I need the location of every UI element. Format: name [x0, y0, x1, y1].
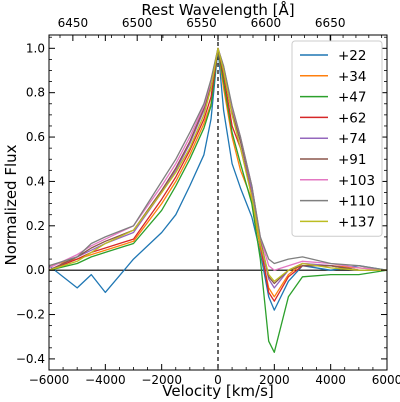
series-line [49, 47, 387, 282]
series-line [49, 47, 387, 353]
y-tick-label: −0.2 [16, 308, 45, 322]
x-tick-label: −2000 [141, 373, 182, 387]
x-tick-label: 2000 [259, 373, 290, 387]
series-group [49, 47, 387, 353]
series-line [49, 47, 387, 311]
y-axis-title: Normalized Flux [2, 144, 20, 265]
x-tick-label: 0 [214, 373, 222, 387]
plot-area: −6000 −4000 −2000 0 2000 4000 6000 −0.4 −0.2 0.0 0… [16, 16, 400, 387]
legend-label: +62 [338, 110, 367, 126]
top-tick-label: 6450 [58, 16, 89, 30]
y-tick-label: 0.2 [26, 219, 45, 233]
x-tick-label: 6000 [372, 373, 400, 387]
legend-label: +103 [338, 173, 375, 189]
top-tick-label: 6500 [122, 16, 153, 30]
series-line [49, 47, 387, 271]
top-tick-label: 6600 [251, 16, 282, 30]
legend-label: +91 [338, 152, 367, 168]
x-tick-label: −6000 [29, 373, 70, 387]
legend-label: +137 [338, 214, 375, 230]
x-tick-label: 4000 [315, 373, 346, 387]
top-tick-label: 6650 [315, 16, 346, 30]
y-tick-label: 1.0 [26, 41, 45, 55]
legend-label: +34 [338, 69, 367, 85]
legend-label: +110 [338, 194, 375, 210]
series-line [49, 47, 387, 298]
y-tick-label: −0.4 [16, 352, 45, 366]
y-tick-label: 0.8 [26, 86, 45, 100]
legend-box [291, 40, 383, 237]
series-line [49, 47, 387, 302]
y-tick-label: 0.4 [26, 174, 45, 188]
x-tick-label: −4000 [85, 373, 126, 387]
y-tick-label: 0.6 [26, 130, 45, 144]
y-tick-label: 0.0 [26, 263, 45, 277]
x-axis-title: Velocity [km/s] [162, 382, 273, 400]
top-axis-title: Rest Wavelength [Å] [141, 0, 294, 19]
legend-label: +74 [338, 131, 367, 147]
legend-label: +22 [338, 48, 367, 64]
top-tick-label: 6550 [186, 16, 217, 30]
legend-label: +47 [338, 90, 367, 106]
